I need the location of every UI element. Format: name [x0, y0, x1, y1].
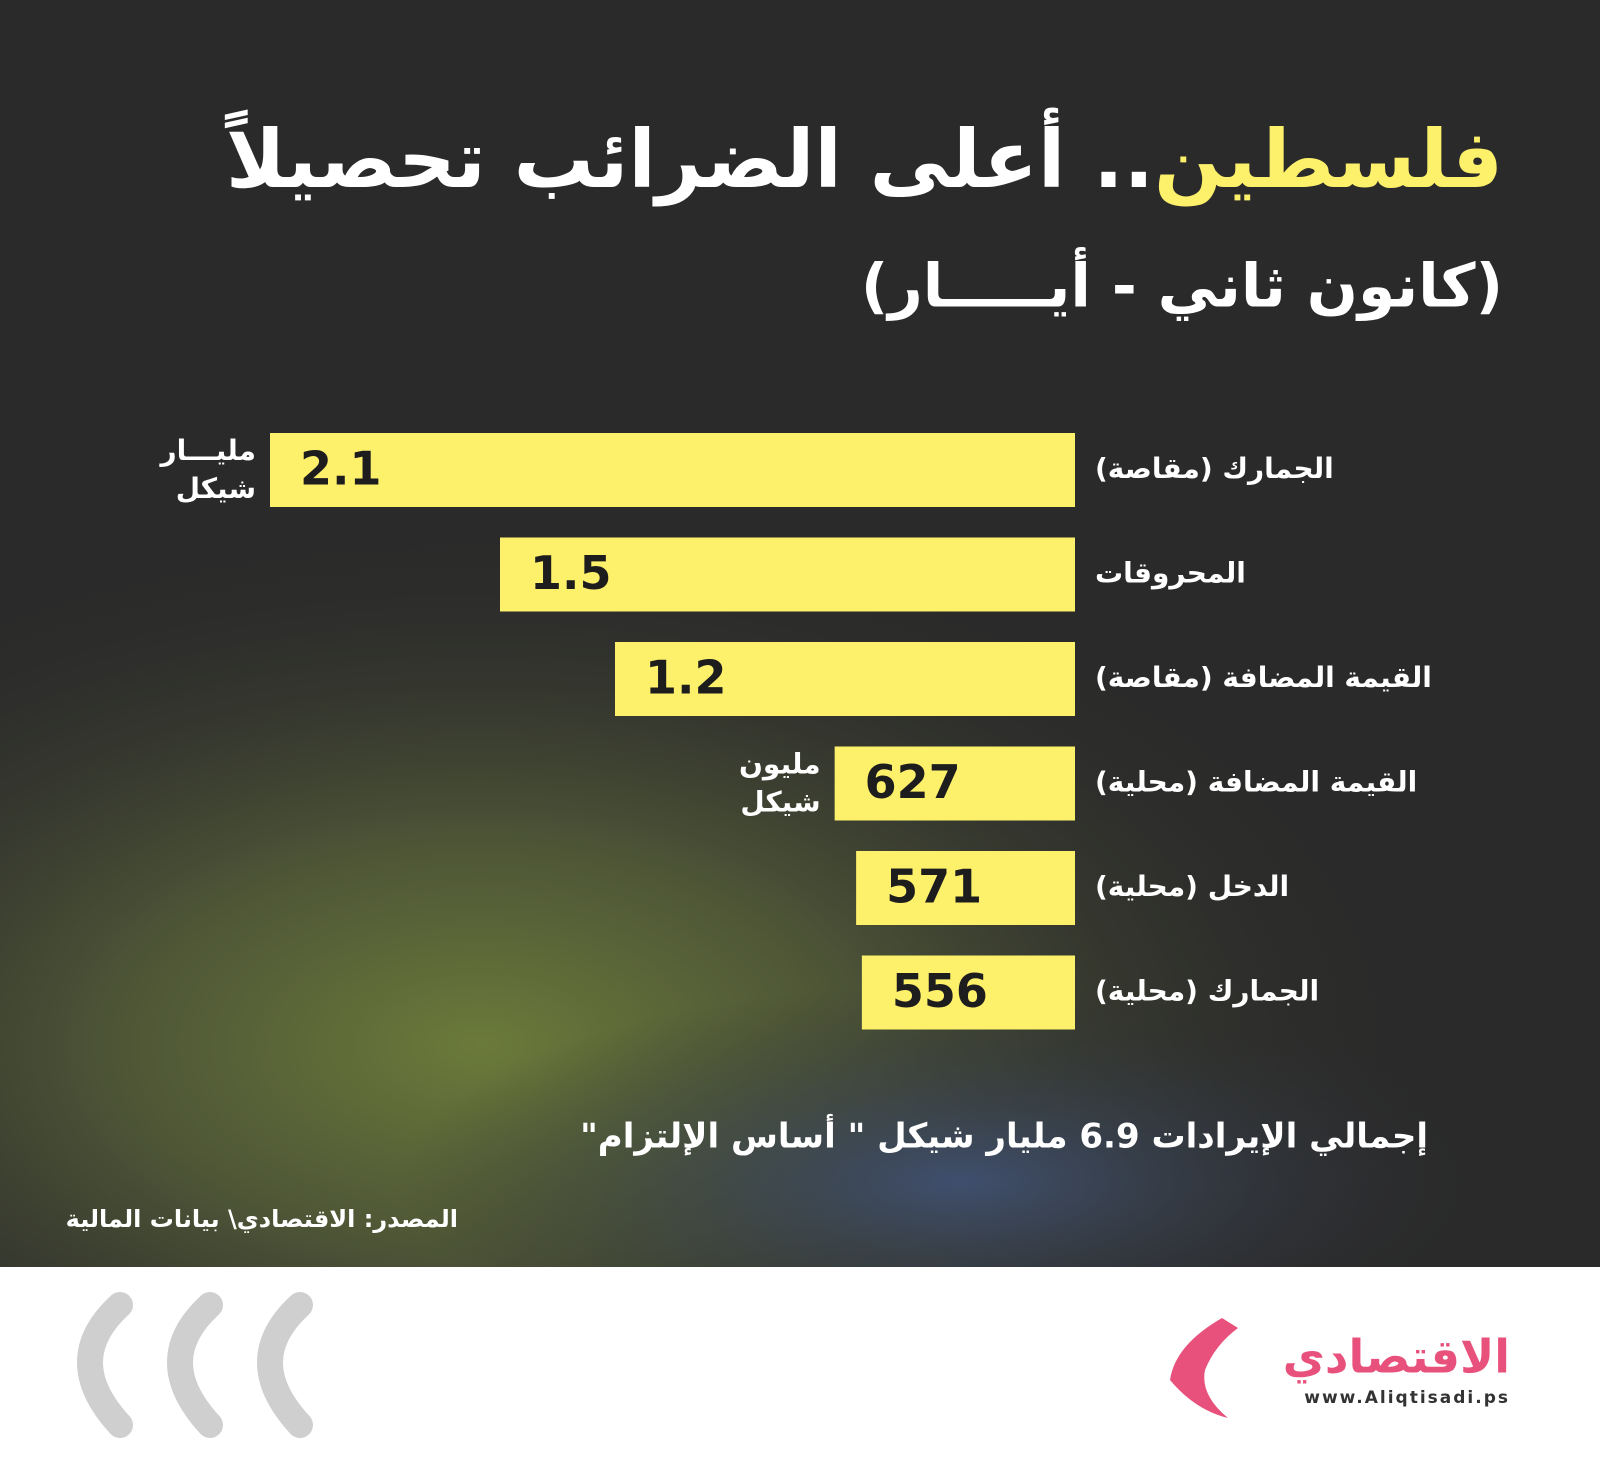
value-label: 1.2 — [645, 651, 727, 705]
unit-label: شيكل — [740, 786, 820, 819]
value-label: 627 — [865, 755, 961, 809]
value-label: 556 — [892, 964, 988, 1018]
bar — [856, 851, 1075, 925]
category-label: الدخل (محلية) — [1095, 870, 1289, 903]
chevron — [257, 1292, 313, 1438]
value-label: 1.5 — [530, 546, 612, 600]
website: www.Aliqtisadi.ps — [1304, 1388, 1510, 1408]
unit-label: شيكل — [176, 472, 256, 505]
title-highlight: فلسطين — [1154, 113, 1503, 207]
title-rest: .. أعلى الضرائب تحصيلاً — [224, 108, 1154, 207]
bar — [270, 433, 1075, 507]
subtitle: (كانون ثاني - أيـــــار) — [861, 247, 1503, 322]
chevron — [77, 1292, 133, 1438]
bar — [500, 537, 1075, 612]
unit-label: مليـــار — [158, 434, 256, 467]
bar — [861, 955, 1075, 1030]
value-label: 571 — [886, 860, 982, 914]
note: إجمالي الإيرادات 6.9 مليار شيكل " أساس ا… — [580, 1114, 1428, 1157]
source: المصدر: الاقتصادي\ بيانات المالية — [66, 1205, 458, 1233]
unit-label: مليون — [739, 748, 821, 781]
category-label: الجمارك (مقاصة) — [1095, 452, 1334, 485]
chevrons — [77, 1292, 313, 1438]
category-label: القيمة المضافة (مقاصة) — [1095, 661, 1432, 694]
chevron — [167, 1292, 223, 1438]
category-label: الجمارك (محلية) — [1095, 975, 1319, 1008]
logo-mark — [1170, 1318, 1238, 1418]
brand: الاقتصادي — [1283, 1330, 1510, 1384]
bar — [834, 746, 1075, 821]
background-texture — [0, 700, 1600, 1267]
category-label: القيمة المضافة (محلية) — [1095, 766, 1417, 799]
chart-title: فلسطين.. أعلى الضرائب تحصيلاً — [224, 108, 1503, 207]
bar — [615, 642, 1075, 716]
value-label: 2.1 — [300, 442, 382, 496]
category-label: المحروقات — [1095, 557, 1246, 590]
